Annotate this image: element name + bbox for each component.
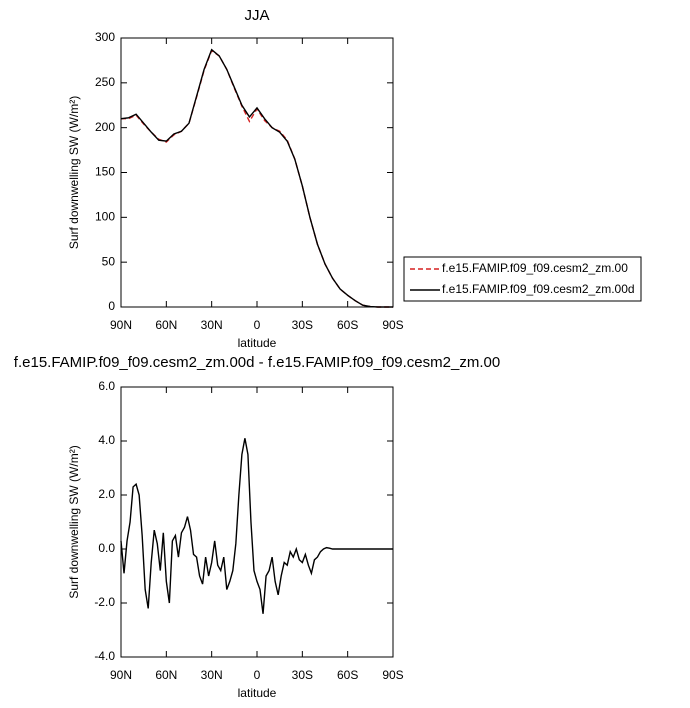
x-tick-label: 60N	[155, 318, 177, 332]
y-tick-label: 200	[95, 120, 115, 134]
y-tick-label: 300	[95, 30, 115, 44]
y-tick-label: -4.0	[94, 649, 115, 663]
x-tick-label: 30N	[201, 318, 223, 332]
plot-frame	[120, 37, 394, 308]
x-tick-label: 90N	[110, 318, 132, 332]
legend-box	[403, 256, 642, 302]
legend-label: f.e15.FAMIP.f09_f09.cesm2_zm.00d	[442, 282, 635, 296]
chart-title: JJA	[244, 7, 269, 24]
plot-frame	[120, 386, 394, 658]
y-axis-label: Surf downwelling SW (W/m²)	[67, 96, 81, 249]
x-tick-label: 30S	[292, 318, 313, 332]
y-tick-label: 2.0	[98, 487, 115, 501]
x-tick-label: 30N	[201, 668, 223, 682]
x-tick-label: 0	[254, 668, 261, 682]
x-tick-label: 60S	[337, 318, 358, 332]
y-tick-label: 0	[108, 299, 115, 313]
x-tick-label: 0	[254, 318, 261, 332]
chart-title: f.e15.FAMIP.f09_f09.cesm2_zm.00d - f.e15…	[14, 354, 500, 371]
x-axis-label: latitude	[238, 686, 277, 700]
x-tick-label: 30S	[292, 668, 313, 682]
x-tick-label: 90S	[382, 668, 403, 682]
y-tick-label: 6.0	[98, 379, 115, 393]
x-axis-label: latitude	[238, 336, 277, 350]
x-tick-label: 60S	[337, 668, 358, 682]
data-line	[120, 48, 393, 308]
y-tick-label: 50	[102, 254, 116, 268]
y-tick-label: -2.0	[94, 595, 115, 609]
y-tick-label: 4.0	[98, 433, 115, 447]
y-tick-label: 100	[95, 210, 115, 224]
y-tick-label: 150	[95, 165, 115, 179]
data-line	[121, 49, 393, 308]
y-tick-label: 250	[95, 75, 115, 89]
x-tick-label: 90N	[110, 668, 132, 682]
y-tick-label: 0.0	[98, 541, 115, 555]
legend-label: f.e15.FAMIP.f09_f09.cesm2_zm.00	[442, 261, 628, 275]
data-line	[120, 438, 393, 614]
x-tick-label: 60N	[155, 668, 177, 682]
x-tick-label: 90S	[382, 318, 403, 332]
y-axis-label: Surf downwelling SW (W/m²)	[67, 445, 81, 598]
